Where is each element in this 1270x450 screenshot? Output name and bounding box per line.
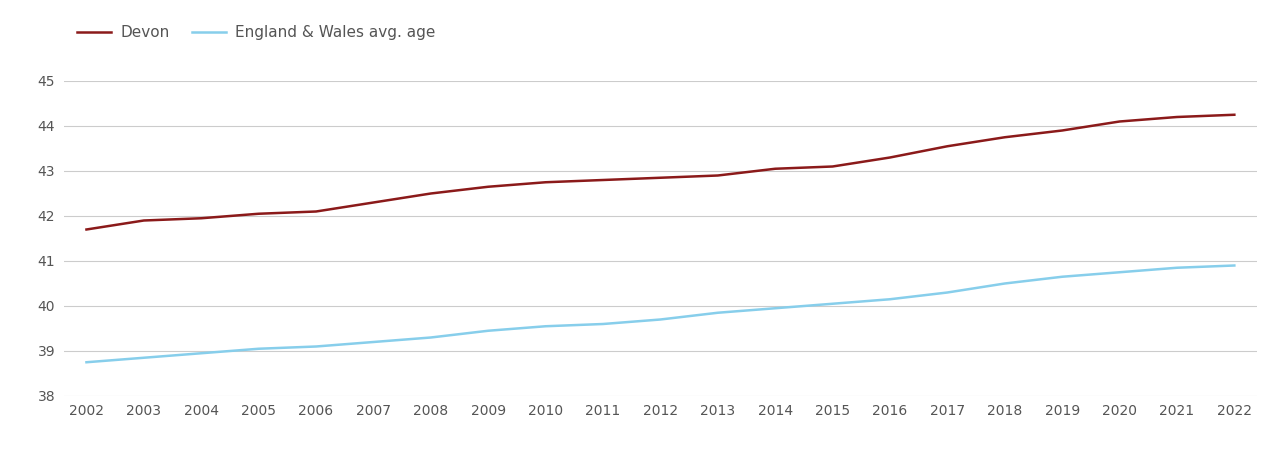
- Legend: Devon, England & Wales avg. age: Devon, England & Wales avg. age: [71, 19, 442, 46]
- Devon: [596, 177, 611, 183]
- England & Wales avg. age: [1227, 263, 1242, 268]
- England & Wales avg. age: [826, 301, 841, 306]
- England & Wales avg. age: [193, 351, 208, 356]
- Devon: [826, 164, 841, 169]
- England & Wales avg. age: [423, 335, 438, 340]
- England & Wales avg. age: [596, 321, 611, 327]
- Devon: [309, 209, 324, 214]
- Devon: [1113, 119, 1128, 124]
- Devon: [1227, 112, 1242, 117]
- England & Wales avg. age: [883, 297, 898, 302]
- Devon: [940, 144, 955, 149]
- Devon: [366, 200, 381, 205]
- England & Wales avg. age: [1113, 270, 1128, 275]
- England & Wales avg. age: [136, 355, 151, 360]
- Devon: [538, 180, 554, 185]
- England & Wales avg. age: [997, 281, 1012, 286]
- England & Wales avg. age: [767, 306, 782, 311]
- England & Wales avg. age: [653, 317, 668, 322]
- England & Wales avg. age: [710, 310, 725, 315]
- Devon: [79, 227, 94, 232]
- England & Wales avg. age: [538, 324, 554, 329]
- Devon: [710, 173, 725, 178]
- Devon: [767, 166, 782, 171]
- Devon: [1170, 114, 1185, 120]
- Devon: [251, 211, 267, 216]
- Devon: [193, 216, 208, 221]
- England & Wales avg. age: [1170, 265, 1185, 270]
- Devon: [423, 191, 438, 196]
- England & Wales avg. age: [251, 346, 267, 351]
- England & Wales avg. age: [940, 290, 955, 295]
- Devon: [997, 135, 1012, 140]
- Line: England & Wales avg. age: England & Wales avg. age: [86, 266, 1234, 362]
- Devon: [883, 155, 898, 160]
- England & Wales avg. age: [480, 328, 495, 333]
- England & Wales avg. age: [1054, 274, 1069, 279]
- Devon: [1054, 128, 1069, 133]
- Devon: [653, 175, 668, 180]
- England & Wales avg. age: [366, 339, 381, 345]
- England & Wales avg. age: [79, 360, 94, 365]
- Devon: [480, 184, 495, 189]
- England & Wales avg. age: [309, 344, 324, 349]
- Line: Devon: Devon: [86, 115, 1234, 230]
- Devon: [136, 218, 151, 223]
